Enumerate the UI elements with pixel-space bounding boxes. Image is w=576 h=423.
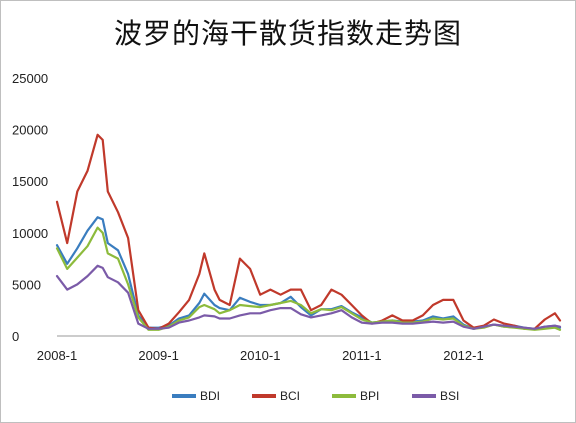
x-tick-label: 2011-1: [342, 348, 382, 363]
legend-label-bsi: BSI: [440, 389, 459, 403]
series-line-bsi: [55, 264, 562, 330]
y-axis-ticks: 0 5000 10000 15000 20000 25000: [12, 71, 48, 344]
y-tick-label: 5000: [12, 277, 41, 292]
y-tick-label: 20000: [12, 123, 48, 138]
legend-label-bci: BCI: [280, 389, 300, 403]
legend-label-bpi: BPI: [360, 389, 379, 403]
y-tick-label: 10000: [12, 226, 48, 241]
chart-title: 波罗的海干散货指数走势图: [113, 17, 462, 50]
legend: BDI BCI BPI BSI: [172, 389, 459, 403]
x-tick-label: 2008-1: [37, 348, 77, 363]
x-tick-label: 2012-1: [443, 348, 483, 363]
y-tick-label: 15000: [12, 174, 48, 189]
legend-label-bdi: BDI: [200, 389, 220, 403]
x-axis-ticks: 2008-1 2009-1 2010-1 2011-1 2012-1: [37, 348, 484, 363]
y-tick-label: 25000: [12, 71, 48, 86]
x-tick-label: 2009-1: [138, 348, 178, 363]
y-tick-label: 0: [12, 329, 19, 344]
series-lines: [55, 133, 562, 331]
x-tick-label: 2010-1: [240, 348, 280, 363]
